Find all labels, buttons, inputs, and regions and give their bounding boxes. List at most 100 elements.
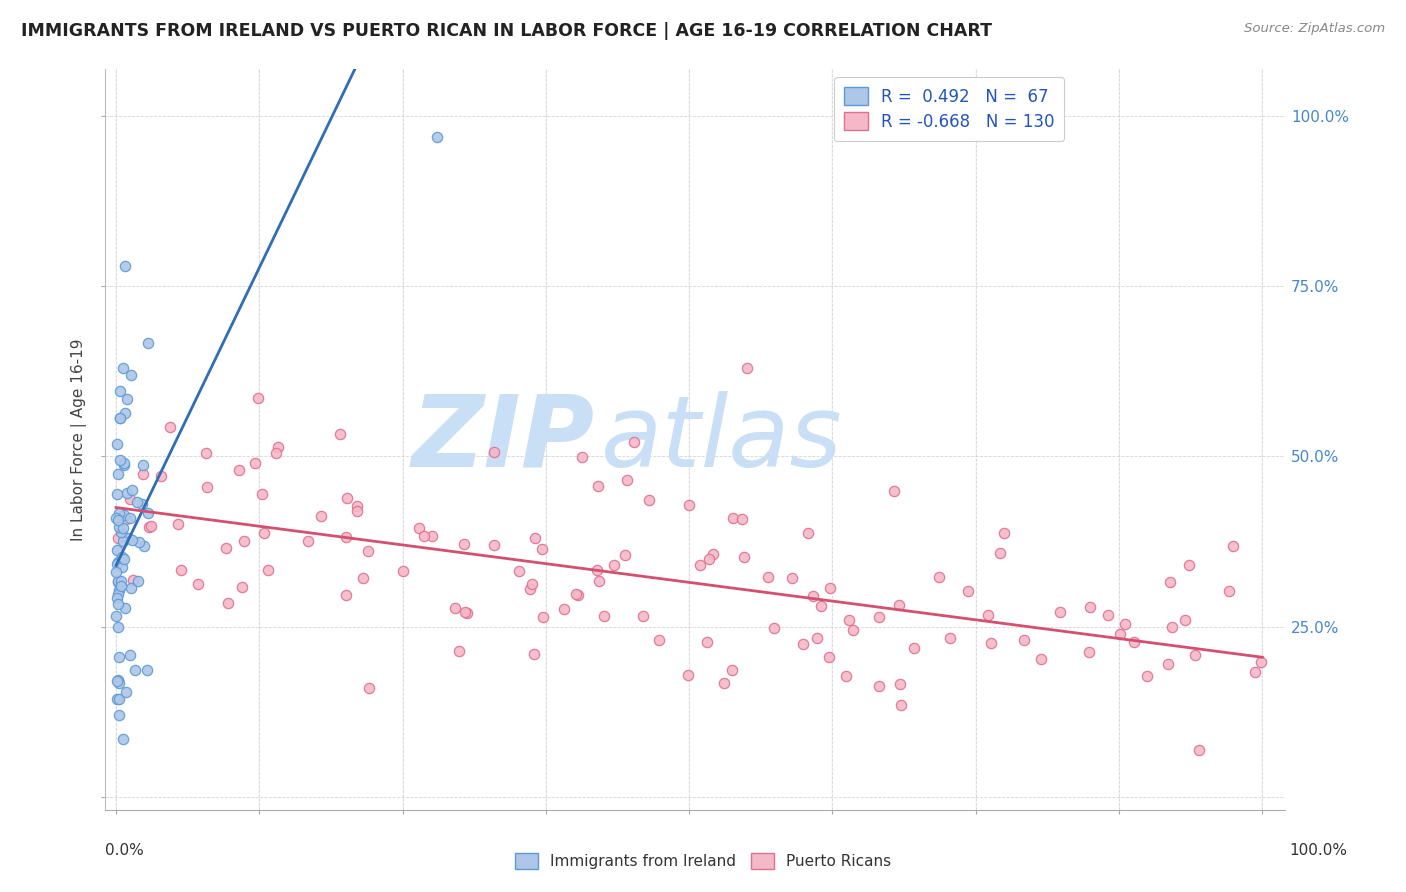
Point bbox=[993, 525, 1015, 540]
Point bbox=[1174, 613, 1197, 627]
Point bbox=[484, 444, 506, 458]
Point bbox=[107, 619, 129, 633]
Point bbox=[105, 591, 128, 606]
Point bbox=[108, 506, 131, 520]
Point bbox=[107, 574, 129, 589]
Point bbox=[413, 528, 436, 542]
Point bbox=[1188, 743, 1211, 757]
Point bbox=[531, 609, 554, 624]
Point bbox=[125, 495, 148, 509]
Point bbox=[110, 384, 132, 398]
Point bbox=[733, 549, 755, 564]
Point bbox=[108, 453, 131, 467]
Point bbox=[1097, 607, 1119, 622]
Point bbox=[136, 663, 159, 677]
Point bbox=[111, 560, 134, 574]
Point bbox=[108, 676, 131, 690]
Point bbox=[112, 456, 135, 470]
Point bbox=[215, 541, 238, 555]
Point bbox=[696, 635, 718, 649]
Point bbox=[391, 564, 413, 578]
Point bbox=[586, 563, 609, 577]
Point bbox=[336, 491, 359, 505]
Point bbox=[817, 650, 839, 665]
Y-axis label: In Labor Force | Age 16-19: In Labor Force | Age 16-19 bbox=[72, 338, 87, 541]
Point bbox=[1031, 652, 1053, 666]
Point bbox=[111, 534, 134, 549]
Point bbox=[838, 613, 860, 627]
Point bbox=[107, 532, 129, 546]
Point bbox=[138, 519, 160, 533]
Point bbox=[420, 529, 443, 543]
Point bbox=[721, 511, 744, 525]
Point bbox=[105, 609, 128, 624]
Point bbox=[122, 573, 145, 587]
Point bbox=[118, 510, 141, 524]
Point bbox=[267, 440, 290, 454]
Point bbox=[792, 638, 814, 652]
Point bbox=[553, 602, 575, 616]
Point bbox=[613, 549, 636, 563]
Point bbox=[105, 511, 128, 525]
Point bbox=[352, 571, 374, 585]
Point bbox=[111, 731, 134, 746]
Point bbox=[309, 508, 332, 523]
Point bbox=[697, 551, 720, 566]
Point bbox=[231, 581, 253, 595]
Point bbox=[1108, 627, 1130, 641]
Point bbox=[111, 550, 134, 565]
Point bbox=[228, 462, 250, 476]
Point bbox=[121, 533, 143, 547]
Point bbox=[115, 392, 138, 406]
Point bbox=[297, 534, 319, 549]
Point bbox=[124, 664, 146, 678]
Point bbox=[167, 517, 190, 532]
Point bbox=[887, 598, 910, 612]
Point bbox=[508, 564, 530, 578]
Point bbox=[1078, 645, 1101, 659]
Point bbox=[108, 708, 131, 723]
Point bbox=[335, 588, 357, 602]
Point bbox=[132, 467, 155, 481]
Point bbox=[105, 437, 128, 451]
Point bbox=[108, 520, 131, 534]
Point bbox=[132, 458, 155, 472]
Legend: Immigrants from Ireland, Puerto Ricans: Immigrants from Ireland, Puerto Ricans bbox=[509, 847, 897, 875]
Point bbox=[523, 648, 546, 662]
Point bbox=[1184, 648, 1206, 663]
Point bbox=[523, 531, 546, 545]
Point bbox=[107, 673, 129, 688]
Point bbox=[565, 586, 588, 600]
Point bbox=[443, 601, 465, 615]
Point bbox=[357, 681, 380, 695]
Point bbox=[150, 469, 173, 483]
Point bbox=[114, 601, 136, 615]
Point bbox=[818, 582, 841, 596]
Point bbox=[108, 692, 131, 706]
Point bbox=[346, 504, 368, 518]
Point bbox=[456, 606, 478, 620]
Point bbox=[110, 574, 132, 589]
Legend: R =  0.492   N =  67, R = -0.668   N = 130: R = 0.492 N = 67, R = -0.668 N = 130 bbox=[834, 77, 1064, 141]
Point bbox=[592, 609, 614, 624]
Point bbox=[408, 521, 430, 535]
Point bbox=[454, 605, 477, 619]
Point bbox=[721, 663, 744, 677]
Point bbox=[335, 530, 357, 544]
Point bbox=[567, 588, 589, 602]
Point bbox=[245, 456, 267, 470]
Point bbox=[1222, 539, 1244, 553]
Point bbox=[110, 579, 132, 593]
Point bbox=[713, 676, 735, 690]
Point bbox=[842, 624, 865, 638]
Point bbox=[115, 685, 138, 699]
Point bbox=[105, 673, 128, 688]
Point bbox=[762, 621, 785, 635]
Point bbox=[588, 574, 610, 588]
Point bbox=[159, 420, 181, 434]
Point bbox=[1159, 574, 1181, 589]
Point bbox=[217, 596, 239, 610]
Point bbox=[120, 648, 142, 662]
Point bbox=[170, 563, 193, 577]
Text: 0.0%: 0.0% bbox=[105, 843, 145, 858]
